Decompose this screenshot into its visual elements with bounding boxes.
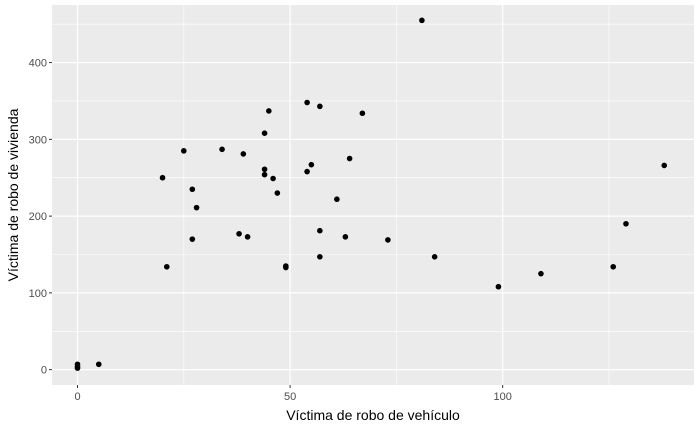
- y-tick-label: 400: [29, 58, 47, 70]
- y-tick-label: 0: [41, 365, 47, 377]
- scatter-point: [236, 230, 242, 237]
- x-tick-label: 50: [284, 391, 296, 403]
- scatter-point: [359, 110, 366, 117]
- scatter-point: [95, 361, 102, 368]
- scatter-point: [610, 263, 617, 270]
- x-axis-title: Víctima de robo de vehículo: [286, 407, 460, 423]
- scatter-point: [342, 234, 349, 240]
- y-axis-ticks: 0 100 200 300 400: [29, 58, 52, 377]
- scatter-point: [270, 175, 276, 182]
- scatter-point: [244, 234, 251, 240]
- scatter-point: [661, 162, 668, 169]
- data-points: [74, 17, 668, 371]
- scatter-point: [181, 148, 187, 154]
- scatter-point: [623, 220, 629, 227]
- scatter-point: [74, 361, 81, 368]
- scatter-point: [304, 99, 310, 106]
- scatter-point: [304, 168, 310, 175]
- scatter-point: [317, 227, 323, 234]
- scatter-point: [495, 283, 502, 290]
- scatter-point: [189, 236, 196, 242]
- y-tick-label: 300: [29, 134, 47, 146]
- y-tick-label: 200: [29, 211, 47, 223]
- scatter-point: [419, 17, 425, 24]
- scatter-point: [159, 174, 166, 181]
- scatter-point: [317, 103, 323, 110]
- scatter-point: [189, 186, 196, 193]
- scatter-point: [283, 264, 289, 271]
- gridlines: [52, 5, 694, 385]
- scatter-point: [219, 146, 225, 153]
- scatter-point: [538, 270, 544, 277]
- scatter-point: [261, 171, 268, 178]
- scatter-point: [240, 151, 247, 157]
- scatter-point: [308, 161, 315, 168]
- plot-panel: [52, 5, 694, 385]
- scatter-point: [193, 204, 200, 211]
- scatter-point: [266, 108, 272, 114]
- scatter-point: [317, 253, 323, 260]
- scatter-point: [261, 166, 268, 173]
- scatter-point: [385, 237, 391, 243]
- x-axis-ticks: 0 50 100: [74, 385, 512, 403]
- y-tick-label: 100: [29, 288, 47, 300]
- x-tick-label: 100: [493, 391, 511, 403]
- y-axis-title: Víctima de robo de vivienda: [5, 108, 21, 281]
- scatter-point: [163, 263, 170, 270]
- scatter-point: [334, 196, 340, 203]
- scatter-point: [431, 253, 438, 260]
- scatter-point: [346, 155, 353, 162]
- scatter-point: [261, 130, 268, 137]
- scatter-point: [274, 190, 281, 196]
- x-tick-label: 0: [74, 391, 80, 403]
